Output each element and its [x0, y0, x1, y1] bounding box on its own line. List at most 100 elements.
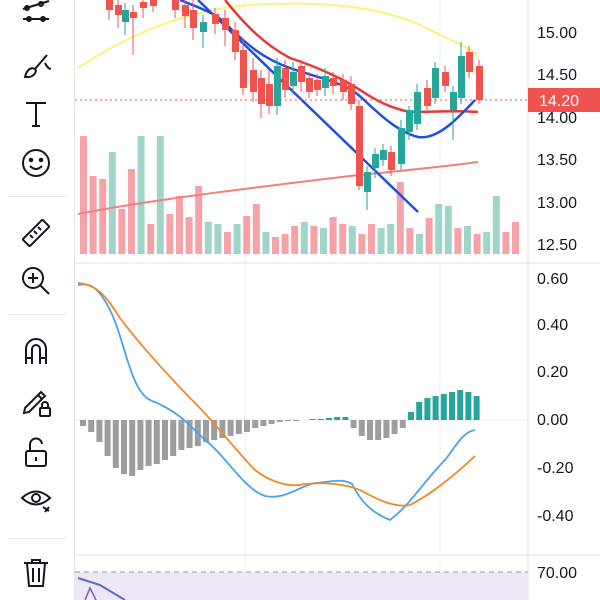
volume-bar	[214, 224, 222, 254]
emoji-icon[interactable]	[16, 143, 56, 183]
macd-histogram-bar	[153, 420, 160, 464]
volume-bar	[262, 232, 270, 254]
price-axis[interactable]: 15.00 14.50 14.00 13.50 13.00 12.50	[537, 25, 577, 254]
volume-bar	[368, 224, 375, 254]
rsi-axis-label[interactable]: 70.00	[537, 565, 577, 582]
lock-drawing-icon[interactable]	[16, 381, 56, 421]
ruler-icon[interactable]	[16, 213, 56, 253]
price-axis-label: 13.50	[537, 152, 577, 169]
candle-body	[356, 106, 363, 186]
volume-bar	[118, 209, 126, 254]
macd-histogram-bar	[268, 420, 275, 424]
brush-icon[interactable]	[16, 46, 56, 86]
candle-body	[222, 18, 229, 30]
macd-histogram-bar	[121, 420, 127, 474]
macd-histogram-bar	[334, 417, 341, 420]
volume-bar	[512, 222, 519, 254]
volume-bar	[108, 152, 116, 254]
volume-bar	[195, 186, 203, 254]
macd-histogram-bar	[252, 420, 259, 428]
macd-histogram-bar	[399, 420, 406, 428]
candle-body	[340, 80, 347, 92]
macd-histogram-bar	[276, 420, 283, 422]
macd-axis-label: -0.20	[537, 460, 574, 477]
chart-canvas[interactable]: 15.00 14.50 14.00 13.50 13.00 12.50 14.2…	[75, 0, 600, 600]
macd-histogram-bar	[96, 420, 103, 442]
volume-bar	[272, 237, 279, 254]
macd-histogram-bar	[408, 412, 414, 420]
candle-body	[466, 52, 473, 72]
candle-body	[115, 5, 122, 15]
macd-histogram-bar	[457, 390, 464, 420]
volume-bar	[300, 222, 308, 254]
macd-histogram-bar	[416, 402, 423, 420]
zoom-in-icon[interactable]	[16, 261, 56, 301]
macd-indicator	[75, 282, 528, 522]
volume-bar	[396, 182, 404, 254]
candle-body	[130, 12, 137, 18]
candle-body	[232, 30, 239, 52]
price-axis-label: 15.00	[537, 25, 577, 42]
unlock-icon[interactable]	[16, 432, 56, 472]
text-icon[interactable]	[16, 94, 56, 134]
candle-body	[306, 78, 313, 92]
volume-bar	[416, 234, 423, 254]
volume-bar	[310, 226, 318, 254]
candle-body	[212, 14, 219, 24]
drawing-toolbar	[0, 0, 75, 600]
price-axis-label: 13.00	[537, 195, 577, 212]
candle-body	[150, 0, 157, 6]
macd-histogram-bar	[465, 392, 472, 420]
macd-histogram-bar	[186, 420, 193, 448]
macd-histogram-bar	[473, 396, 480, 420]
volume-bar	[166, 214, 174, 254]
candle-body	[140, 2, 147, 8]
macd-histogram-bar	[129, 420, 136, 476]
volume-bar	[406, 228, 414, 254]
macd-histogram-bar	[309, 419, 316, 420]
macd-histogram-bar	[145, 420, 152, 466]
macd-histogram-bar	[104, 420, 111, 456]
volume-bar	[473, 234, 481, 254]
candle-body	[106, 0, 113, 10]
volume-bar	[147, 224, 155, 254]
volume-bar	[329, 217, 337, 254]
trend-tools-icon[interactable]	[16, 0, 56, 32]
macd-histogram-bar	[260, 420, 267, 426]
macd-histogram-bar	[285, 420, 291, 421]
volume-bar	[358, 234, 366, 254]
macd-axis[interactable]: 0.60 0.40 0.20 0.00 -0.20 -0.40	[537, 271, 574, 525]
macd-histogram-bar	[350, 420, 357, 428]
candle-body	[458, 56, 465, 98]
ma-yellow-line	[77, 2, 479, 69]
candle-body	[122, 10, 129, 22]
candle-body	[314, 80, 321, 90]
volume-bar	[502, 232, 510, 254]
candlesticks	[106, 0, 483, 210]
volume-bar	[444, 206, 452, 254]
trash-icon[interactable]	[16, 552, 56, 592]
macd-histogram-bar	[293, 420, 300, 421]
macd-histogram-bar	[137, 420, 144, 470]
macd-histogram-bar	[367, 420, 373, 440]
volume-bar	[128, 169, 135, 254]
volume-bar	[435, 204, 443, 254]
macd-histogram-bar	[235, 420, 242, 434]
volume-bar	[387, 224, 395, 254]
volume-bar	[156, 136, 164, 254]
candle-body	[266, 84, 273, 106]
macd-histogram-bar	[170, 420, 177, 456]
macd-histogram-bar	[391, 420, 398, 434]
magnet-icon[interactable]	[16, 331, 56, 371]
volume-bar	[348, 226, 356, 254]
ma-pink-line	[77, 161, 479, 215]
macd-histogram-bar	[383, 420, 390, 438]
candle-body	[372, 154, 379, 168]
volume-bar	[281, 234, 289, 254]
candle-body	[424, 88, 431, 106]
candle-body	[240, 50, 247, 88]
volume-bar	[137, 136, 145, 254]
ma-red-line	[224, 0, 479, 114]
candle-body	[348, 84, 355, 104]
eye-icon[interactable]	[16, 478, 56, 518]
